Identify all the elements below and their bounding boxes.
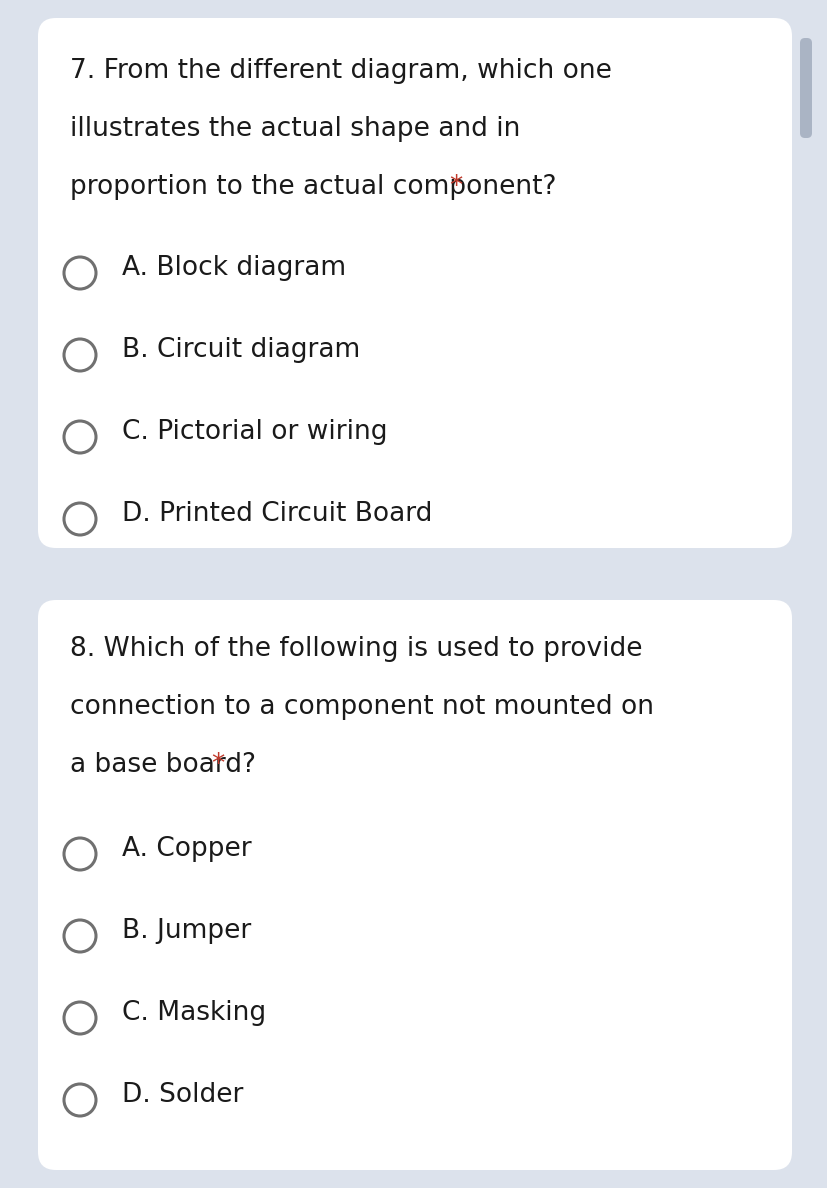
Text: A. Block diagram: A. Block diagram [122, 255, 347, 282]
Text: *: * [449, 173, 462, 200]
Text: C. Masking: C. Masking [122, 1000, 266, 1026]
Text: proportion to the actual component?: proportion to the actual component? [70, 173, 557, 200]
Text: C. Pictorial or wiring: C. Pictorial or wiring [122, 419, 388, 446]
Text: *: * [211, 752, 224, 778]
Text: a base board?: a base board? [70, 752, 256, 778]
Text: B. Circuit diagram: B. Circuit diagram [122, 337, 361, 364]
Text: A. Copper: A. Copper [122, 836, 251, 862]
Text: D. Solder: D. Solder [122, 1082, 243, 1108]
FancyBboxPatch shape [800, 38, 812, 138]
Text: 7. From the different diagram, which one: 7. From the different diagram, which one [70, 58, 612, 84]
Text: B. Jumper: B. Jumper [122, 918, 251, 944]
Text: illustrates the actual shape and in: illustrates the actual shape and in [70, 116, 520, 143]
Text: connection to a component not mounted on: connection to a component not mounted on [70, 694, 654, 720]
FancyBboxPatch shape [38, 18, 792, 548]
FancyBboxPatch shape [38, 600, 792, 1170]
Text: 8. Which of the following is used to provide: 8. Which of the following is used to pro… [70, 636, 643, 662]
Text: D. Printed Circuit Board: D. Printed Circuit Board [122, 501, 433, 527]
